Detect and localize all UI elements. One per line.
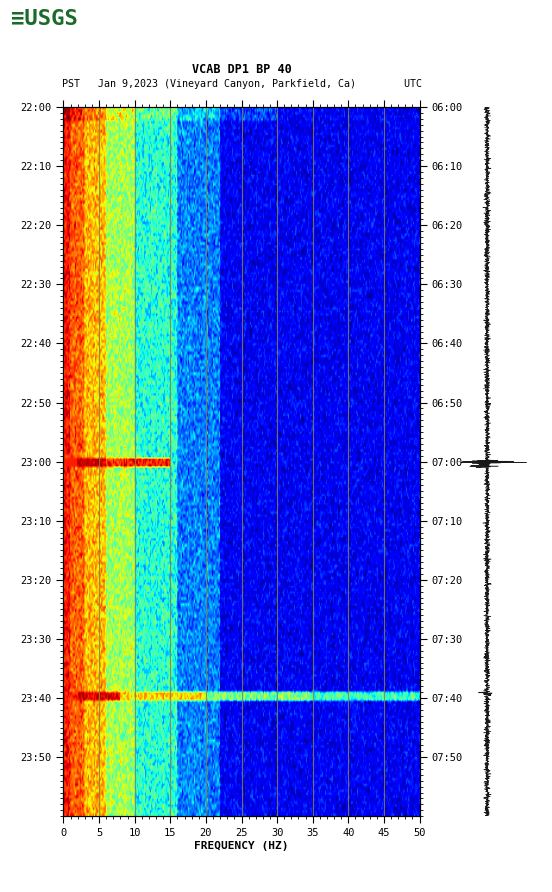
- Text: VCAB DP1 BP 40: VCAB DP1 BP 40: [192, 62, 291, 76]
- X-axis label: FREQUENCY (HZ): FREQUENCY (HZ): [194, 841, 289, 851]
- Text: ≡USGS: ≡USGS: [11, 9, 78, 29]
- Text: PST   Jan 9,2023 (Vineyard Canyon, Parkfield, Ca)        UTC: PST Jan 9,2023 (Vineyard Canyon, Parkfie…: [61, 79, 422, 89]
